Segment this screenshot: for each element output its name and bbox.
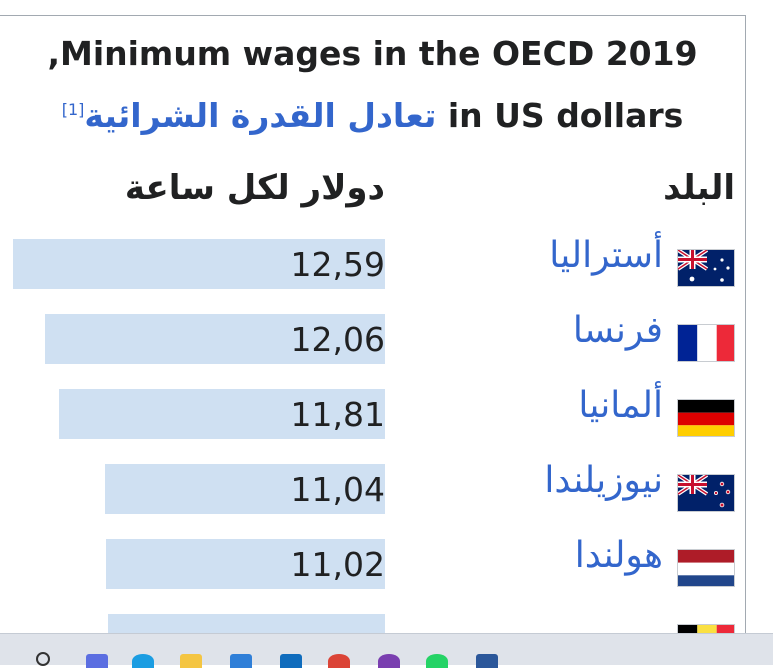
netherlands-flag-icon[interactable] <box>677 549 735 587</box>
value-bar <box>108 614 385 636</box>
wage-value: 11,81 <box>290 395 385 434</box>
value-bar <box>106 539 385 589</box>
mail-icon[interactable] <box>280 654 302 668</box>
table-row: 11,02 هولندا <box>0 533 745 593</box>
app-icon[interactable] <box>86 654 108 668</box>
new-zealand-flag-icon[interactable] <box>677 474 735 512</box>
country-link[interactable]: أستراليا <box>549 235 663 276</box>
table-title: ,Minimum wages in the OECD 2019 <box>47 34 698 73</box>
folder-icon[interactable] <box>180 654 202 668</box>
country-link[interactable]: نيوزيلندا <box>544 460 663 501</box>
word-icon[interactable] <box>476 654 498 668</box>
edge-icon[interactable] <box>132 654 154 668</box>
taskbar <box>0 633 773 668</box>
wage-value: 12,59 <box>290 245 385 284</box>
chrome-icon[interactable] <box>328 654 350 668</box>
store-icon[interactable] <box>230 654 252 668</box>
australia-flag-icon[interactable] <box>677 249 735 287</box>
whatsapp-icon[interactable] <box>426 654 448 668</box>
country-link[interactable]: فرنسا <box>572 310 663 351</box>
wage-value: 11,04 <box>290 470 385 509</box>
subtitle-text: in US dollars <box>447 96 684 135</box>
table-row <box>0 608 745 636</box>
table-row: 11,04 نيوزيلندا <box>0 458 745 518</box>
table-row: 11,81 ألمانيا <box>0 383 745 443</box>
france-flag-icon[interactable] <box>677 324 735 362</box>
country-link[interactable]: هولندا <box>574 535 663 576</box>
browser-icon[interactable] <box>378 654 400 668</box>
table-subtitle: تعادل القدرة الشرائية[1] in US dollars <box>0 96 745 135</box>
table-row: 12,59 أستراليا <box>0 233 745 293</box>
value-bar <box>59 389 385 439</box>
column-header-value: دولار لكل ساعة <box>124 168 385 208</box>
column-header-country: البلد <box>663 168 735 208</box>
belgium-flag-icon[interactable] <box>677 624 735 636</box>
germany-flag-icon[interactable] <box>677 399 735 437</box>
reference-link[interactable]: [1] <box>61 100 85 119</box>
value-bar <box>45 314 385 364</box>
wage-value: 12,06 <box>290 320 385 359</box>
value-bar <box>105 464 385 514</box>
wage-value: 11,02 <box>290 545 385 584</box>
value-bar <box>13 239 385 289</box>
ppp-link[interactable]: تعادل القدرة الشرائية <box>84 96 437 135</box>
country-link[interactable]: ألمانيا <box>578 385 663 426</box>
wage-table: ,Minimum wages in the OECD 2019 تعادل ال… <box>0 15 746 636</box>
table-row: 12,06 فرنسا <box>0 308 745 368</box>
